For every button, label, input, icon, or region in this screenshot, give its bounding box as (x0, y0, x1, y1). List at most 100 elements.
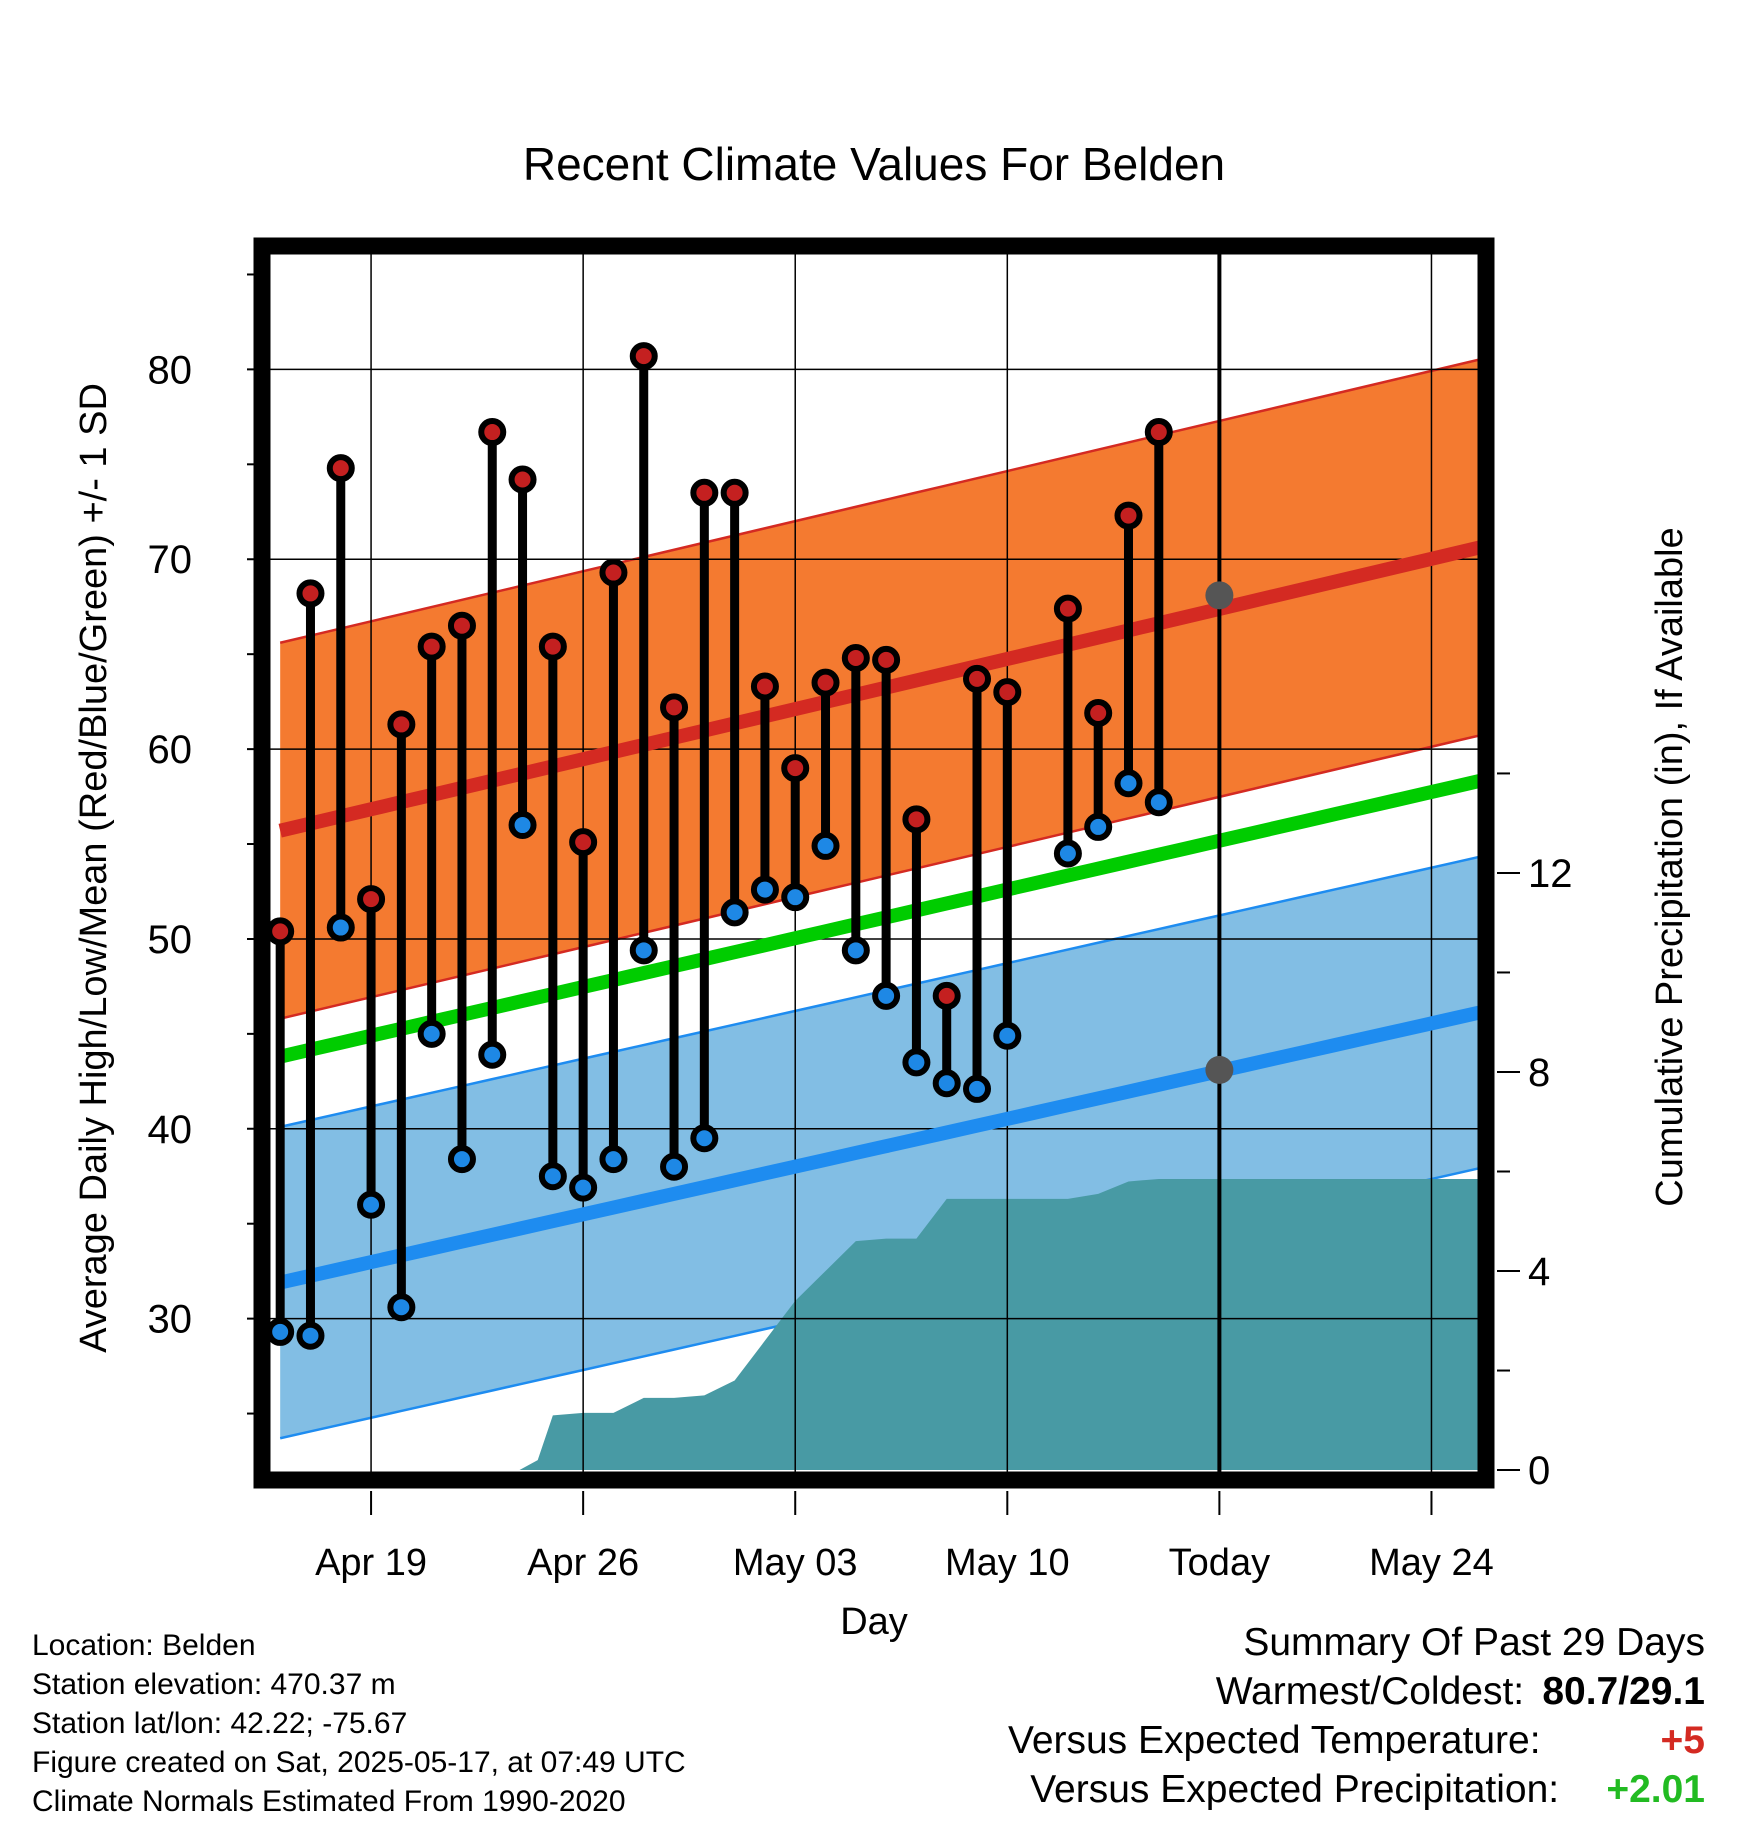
daily-high-point (478, 418, 507, 447)
daily-low-point (932, 1069, 961, 1098)
summary-temp: Versus Expected Temperature: +5 (1008, 1716, 1705, 1765)
daily-high-point (417, 632, 446, 661)
y2-tick-label: 0 (1528, 1449, 1550, 1493)
daily-low-point (781, 883, 810, 912)
precipitation-area (262, 1178, 1486, 1471)
daily-low-point (508, 811, 537, 840)
daily-high-point (932, 981, 961, 1010)
elevation-text: Station elevation: 470.37 m (32, 1668, 396, 1701)
daily-high-point (508, 465, 537, 494)
daily-high-point (1053, 594, 1082, 623)
daily-high-point (902, 805, 931, 834)
daily-high-point (1144, 418, 1173, 447)
daily-high-point (387, 710, 416, 739)
daily-low-point (266, 1317, 295, 1346)
daily-low-point (296, 1321, 325, 1350)
x-tick-label: Today (1169, 1542, 1270, 1584)
y2-tick-label: 12 (1528, 852, 1573, 896)
y-tick-label: 70 (148, 538, 193, 582)
daily-low-point (1144, 788, 1173, 817)
daily-high-point (690, 478, 719, 507)
daily-high-point (629, 342, 658, 371)
daily-low-point (872, 981, 901, 1010)
x-tick-label: Apr 26 (527, 1542, 639, 1584)
daily-low-point (720, 898, 749, 927)
daily-high-point (872, 645, 901, 674)
daily-low-point (811, 831, 840, 860)
daily-high-point (963, 664, 992, 693)
daily-low-point (1114, 769, 1143, 798)
daily-high-point (1114, 501, 1143, 530)
daily-high-point (296, 579, 325, 608)
x-tick-label: May 24 (1369, 1542, 1494, 1584)
daily-low-point (417, 1019, 446, 1048)
daily-low-point (902, 1048, 931, 1077)
summary-heading: Summary Of Past 29 Days (1243, 1621, 1705, 1664)
precip-label: Versus Expected Precipitation: (1030, 1768, 1560, 1811)
chart-title: Recent Climate Values For Belden (523, 138, 1225, 190)
y-tick-label: 80 (148, 348, 193, 392)
warm-cold-label: Warmest/Coldest: (1215, 1670, 1525, 1713)
daily-low-point (841, 936, 870, 965)
today-high-average-marker (1205, 581, 1234, 610)
summary-panel: Summary Of Past 29 Days Warmest/Coldest:… (1008, 1618, 1705, 1814)
daily-low-point (690, 1124, 719, 1153)
normals-text: Climate Normals Estimated From 1990-2020 (32, 1785, 626, 1818)
location-text: Location: Belden (32, 1629, 256, 1662)
daily-low-point (326, 913, 355, 942)
today-low-average-marker (1205, 1055, 1234, 1084)
daily-high-point (993, 678, 1022, 707)
daily-low-point (478, 1040, 507, 1069)
daily-low-point (1084, 812, 1113, 841)
daily-high-point (569, 828, 598, 857)
low-average-line (278, 1004, 1486, 1290)
y2-tick-label: 4 (1528, 1250, 1550, 1294)
daily-high-point (538, 632, 567, 661)
temp-label: Versus Expected Temperature: (1007, 1719, 1541, 1762)
high-band-upper-edge (279, 356, 1486, 644)
warm-cold-value: 80.7/29.1 (1542, 1670, 1705, 1713)
x-tick-label: Apr 19 (315, 1542, 427, 1584)
daily-low-point (357, 1190, 386, 1219)
daily-high-point (750, 672, 779, 701)
daily-high-point (599, 558, 628, 587)
temp-value: +5 (1660, 1719, 1705, 1762)
daily-low-point (569, 1173, 598, 1202)
daily-high-point (1084, 699, 1113, 728)
daily-low-point (629, 936, 658, 965)
daily-high-point (720, 478, 749, 507)
latlon-text: Station lat/lon: 42.22; -75.67 (32, 1707, 408, 1740)
daily-low-point (1053, 839, 1082, 868)
daily-high-point (266, 917, 295, 946)
y-tick-label: 30 (148, 1298, 193, 1342)
y-tick-label: 60 (148, 728, 193, 772)
daily-low-point (750, 875, 779, 904)
plot-area (262, 246, 1486, 1480)
daily-high-point (447, 611, 476, 640)
x-tick-label: May 03 (733, 1542, 858, 1584)
y2-axis-label: Cumulative Precipitation (in), If Availa… (1649, 527, 1691, 1206)
daily-low-point (599, 1145, 628, 1174)
daily-high-point (781, 754, 810, 783)
y2-tick-label: 8 (1528, 1051, 1550, 1095)
summary-warm-cold: Warmest/Coldest: 80.7/29.1 (1008, 1667, 1705, 1716)
daily-low-point (538, 1162, 567, 1191)
created-text: Figure created on Sat, 2025-05-17, at 07… (32, 1746, 686, 1779)
precip-value: +2.01 (1606, 1768, 1705, 1811)
station-info: Location: Belden Station elevation: 470.… (32, 1626, 686, 1821)
daily-high-point (326, 454, 355, 483)
daily-low-point (660, 1152, 689, 1181)
plot-frame (253, 237, 1495, 1489)
x-axis-label: Day (840, 1601, 908, 1643)
summary-precip: Versus Expected Precipitation: +2.01 (1008, 1765, 1705, 1814)
daily-low-point (387, 1293, 416, 1322)
y-tick-label: 50 (148, 918, 193, 962)
x-tick-label: May 10 (945, 1542, 1070, 1584)
daily-high-point (811, 668, 840, 697)
y-axis-label: Average Daily High/Low/Mean (Red/Blue/Gr… (73, 383, 115, 1353)
daily-high-point (660, 693, 689, 722)
daily-low-point (963, 1074, 992, 1103)
daily-high-point (357, 885, 386, 914)
daily-high-point (841, 643, 870, 672)
